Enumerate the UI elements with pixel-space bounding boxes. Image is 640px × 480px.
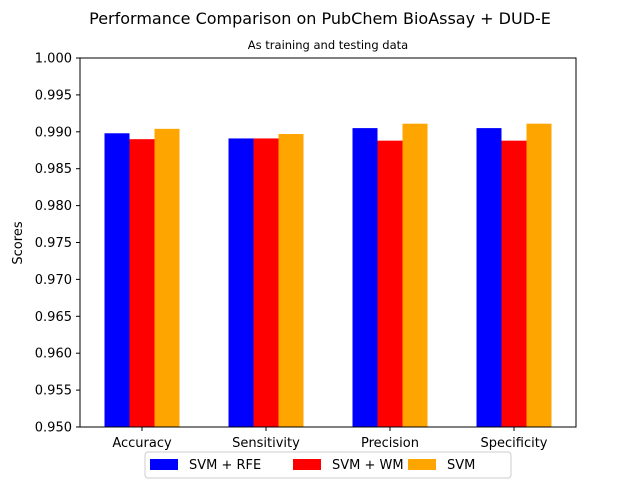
- y-tick-label: 0.955: [35, 384, 72, 399]
- legend-swatch: [150, 459, 178, 470]
- bar-svm-rfe-accuracy: [104, 133, 130, 427]
- plot-area: Accuracy Sensitivity Precision Specificity 0…: [35, 52, 577, 451]
- y-tick-label: 0.990: [35, 125, 72, 140]
- x-tick-label: Accuracy: [112, 436, 172, 451]
- bar-svm-accuracy: [154, 128, 180, 427]
- bar-svm-wm-sensitivity: [253, 138, 279, 427]
- bar-svm-wm-precision: [377, 140, 403, 427]
- x-tick-label: Sensitivity: [232, 436, 300, 451]
- y-tick-label: 0.970: [35, 273, 72, 288]
- bar-svm-wm-accuracy: [129, 139, 155, 427]
- x-tick-label: Precision: [361, 436, 419, 451]
- bar-svm-specificity: [526, 123, 552, 427]
- bar-svm-rfe-specificity: [476, 128, 502, 428]
- legend-label: SVM: [447, 458, 475, 473]
- y-tick-label: 0.985: [35, 162, 72, 177]
- y-axis-label: Scores: [11, 221, 26, 264]
- bar-svm-rfe-sensitivity: [228, 138, 254, 427]
- legend-label: SVM + RFE: [189, 458, 261, 473]
- chart-title: Performance Comparison on PubChem BioAss…: [89, 9, 551, 28]
- y-tick-label: 0.960: [35, 347, 72, 362]
- y-tick-label: 0.980: [35, 199, 72, 214]
- bar-svm-sensitivity: [278, 134, 304, 428]
- legend-box: [144, 451, 512, 479]
- bar-svm-wm-specificity: [501, 140, 527, 427]
- bar-svm-rfe-precision: [352, 128, 378, 428]
- x-tick-label: Specificity: [481, 436, 548, 451]
- y-tick-label: 0.995: [35, 88, 72, 103]
- legend-label: SVM + WM: [332, 458, 404, 473]
- y-tick-label: 0.950: [35, 421, 72, 436]
- legend: SVM + RFE SVM + WM SVM: [144, 451, 512, 479]
- chart-subtitle: As training and testing data: [248, 38, 408, 52]
- y-tick-label: 0.965: [35, 310, 72, 325]
- legend-swatch: [293, 459, 321, 470]
- bar-svm-precision: [402, 123, 428, 427]
- plot-frame: [79, 57, 577, 428]
- legend-swatch: [408, 459, 436, 470]
- y-tick-label: 0.975: [35, 236, 72, 251]
- y-tick-label: 1.000: [35, 52, 72, 67]
